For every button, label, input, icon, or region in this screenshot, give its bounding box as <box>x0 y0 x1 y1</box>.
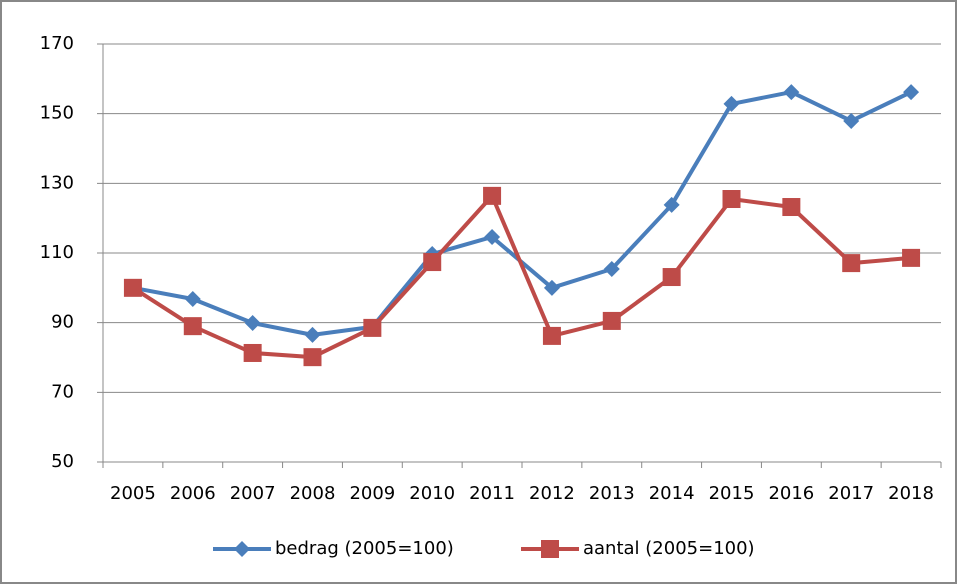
legend-marker <box>541 540 559 558</box>
legend-label: aantal (2005=100) <box>583 538 755 559</box>
data-point <box>783 84 800 101</box>
legend-label: bedrag (2005=100) <box>275 538 454 559</box>
data-point <box>543 279 560 296</box>
x-tick-label: 2011 <box>469 483 515 504</box>
y-tick-label: 70 <box>51 381 74 402</box>
x-tick-label: 2005 <box>110 483 156 504</box>
x-tick-label: 2007 <box>230 483 276 504</box>
data-point <box>184 290 201 307</box>
x-tick-label: 2010 <box>409 483 455 504</box>
data-point <box>722 190 741 209</box>
data-point <box>303 348 322 367</box>
y-tick-label: 50 <box>51 451 74 472</box>
y-tick-label: 130 <box>40 172 74 193</box>
x-tick-label: 2018 <box>888 483 934 504</box>
data-point <box>663 196 680 213</box>
data-point <box>602 311 621 330</box>
data-point <box>483 186 502 205</box>
data-point <box>903 84 920 101</box>
data-point <box>542 326 561 345</box>
series-line <box>131 193 912 360</box>
data-point <box>782 198 801 217</box>
data-point <box>902 248 921 267</box>
data-point <box>723 95 740 112</box>
legend-marker <box>234 541 250 557</box>
x-tick-label: 2006 <box>170 483 216 504</box>
x-tick-label: 2009 <box>349 483 395 504</box>
data-point <box>123 278 142 297</box>
data-point <box>484 228 501 245</box>
data-point <box>423 253 442 272</box>
data-point <box>183 317 202 336</box>
data-point <box>603 261 620 278</box>
data-point <box>304 326 321 343</box>
data-point <box>842 254 861 273</box>
data-point <box>843 112 860 129</box>
x-tick-label: 2013 <box>589 483 635 504</box>
y-tick-label: 90 <box>51 312 74 333</box>
x-tick-label: 2015 <box>709 483 755 504</box>
x-tick-label: 2008 <box>290 483 336 504</box>
data-point <box>363 318 382 337</box>
y-tick-label: 170 <box>40 33 74 54</box>
data-point <box>243 343 262 362</box>
x-tick-label: 2017 <box>828 483 874 504</box>
data-point <box>662 268 681 287</box>
data-point <box>244 315 261 332</box>
x-tick-label: 2016 <box>768 483 814 504</box>
x-tick-label: 2012 <box>529 483 575 504</box>
y-tick-label: 150 <box>40 103 74 124</box>
x-tick-label: 2014 <box>649 483 695 504</box>
y-tick-label: 110 <box>40 242 74 263</box>
